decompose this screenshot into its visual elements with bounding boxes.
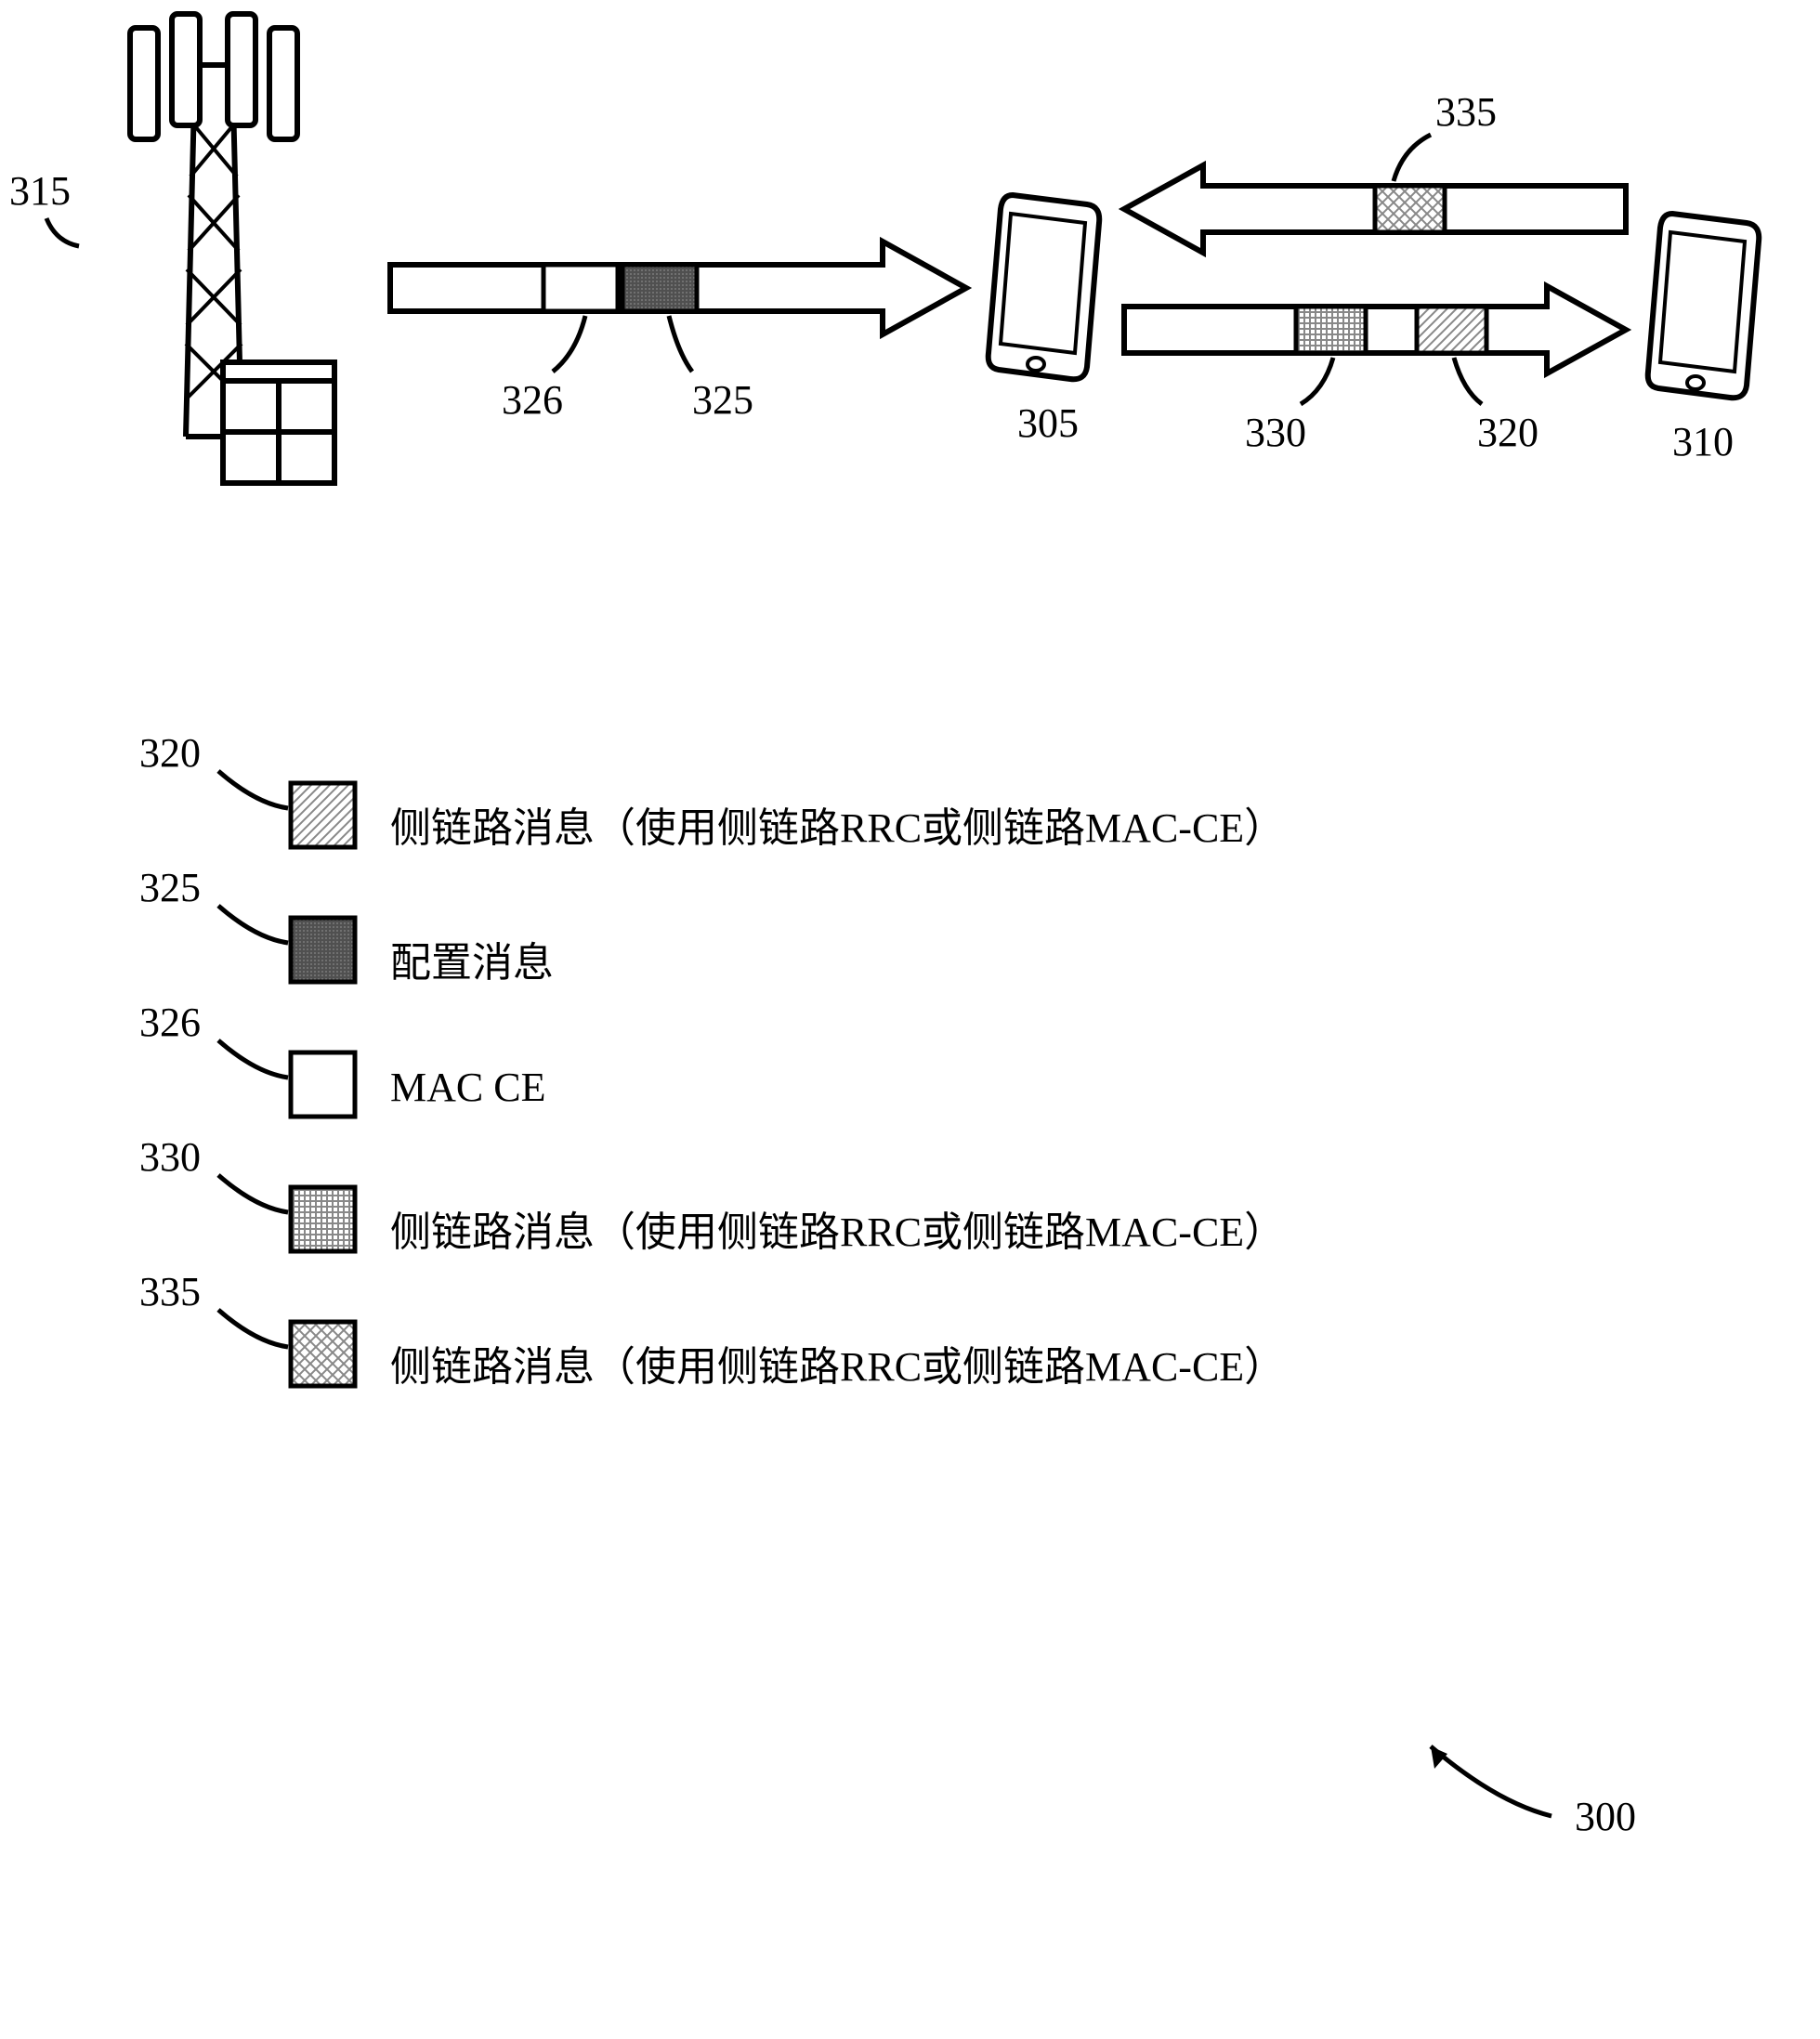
label-326: 326 — [502, 376, 563, 424]
legend-text-335: 侧链路消息（使用侧链路RRC或侧链路MAC-CE） — [390, 1333, 1285, 1392]
label-legend-325: 325 — [139, 864, 201, 911]
legend-swatch-320 — [288, 780, 358, 850]
legend-text-325: 配置消息 — [390, 929, 554, 988]
legend-swatch-325 — [288, 915, 358, 985]
lead-lines — [0, 0, 1765, 557]
figure-lead-300 — [1412, 1737, 1561, 1839]
label-335-top: 335 — [1435, 88, 1497, 136]
legend-text-326: MAC CE — [390, 1064, 545, 1111]
legend-text-330: 侧链路消息（使用侧链路RRC或侧链路MAC-CE） — [390, 1198, 1285, 1258]
label-legend-330: 330 — [139, 1133, 201, 1181]
legend-swatch-335 — [288, 1319, 358, 1389]
legend-swatch-330 — [288, 1184, 358, 1254]
label-legend-335: 335 — [139, 1268, 201, 1315]
legend-swatch-326 — [288, 1050, 358, 1119]
label-320-top: 320 — [1477, 409, 1538, 456]
label-315: 315 — [9, 167, 71, 215]
label-325: 325 — [692, 376, 753, 424]
label-300: 300 — [1575, 1793, 1636, 1840]
label-legend-326: 326 — [139, 999, 201, 1046]
label-legend-320: 320 — [139, 729, 201, 777]
legend-text-320: 侧链路消息（使用侧链路RRC或侧链路MAC-CE） — [390, 794, 1285, 854]
label-330: 330 — [1245, 409, 1306, 456]
label-305: 305 — [1017, 399, 1079, 447]
label-310: 310 — [1672, 418, 1734, 465]
